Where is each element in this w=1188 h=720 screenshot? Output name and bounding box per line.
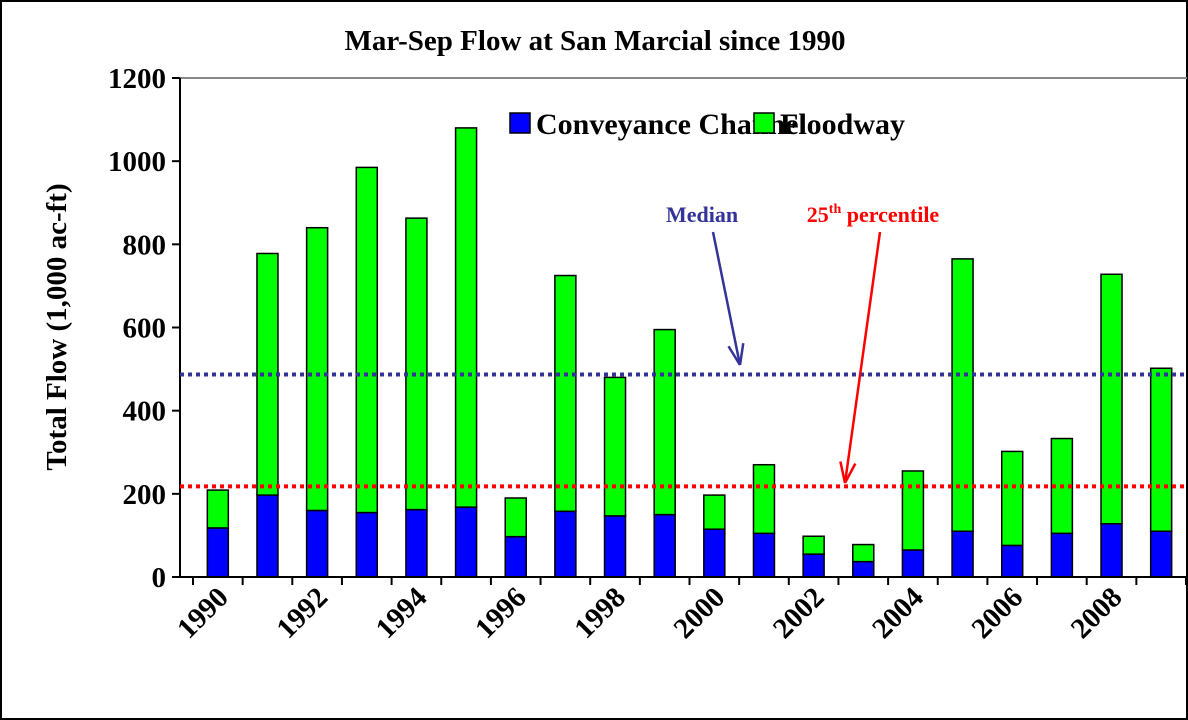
reference-label-sup: th [829,202,842,217]
bar-segment [603,515,627,578]
bar-segment [1100,523,1123,578]
y-axis-title: Total Flow (1,000 ac-ft) [41,183,73,470]
arrow-head [738,343,745,366]
reference-label-text: Median [666,202,738,227]
bar-segment [603,376,627,517]
bar-segment [1149,367,1173,533]
bar-segment [1149,530,1173,578]
bar-segment [951,530,974,578]
reference-label: 25th percentile [807,202,940,227]
y-tick-label: 1200 [108,63,166,95]
bar-segment [752,463,776,535]
reference-label-text: 25 [807,202,829,227]
arrow-head [727,345,742,366]
legend-swatch [509,112,531,134]
y-tick-label: 600 [123,313,167,345]
bar-segment [901,470,925,551]
bar-segment [305,226,329,512]
bar-segment [206,489,230,529]
bar-segment [554,274,577,513]
y-tick-label: 1000 [108,146,166,178]
bar-segment [405,217,428,511]
bar-segment [802,553,825,578]
bar-segment [703,494,726,530]
bar-segment [305,509,329,578]
chart-title: Mar-Sep Flow at San Marcial since 1990 [344,25,845,57]
bar-segment [852,543,875,563]
bar-segment [901,549,925,578]
bar-segment [504,535,527,578]
bar-segment [951,258,974,533]
arrow-head [843,462,857,484]
bar-segment [1100,273,1123,525]
reference-label-rest: percentile [841,202,939,227]
arrow-head [839,461,847,484]
arrow-shaft [711,231,742,366]
bar-segment [752,532,776,578]
y-tick-label: 200 [123,479,167,511]
bar-segment [653,513,676,578]
bar-segment [1000,450,1024,547]
bar-segment [454,506,478,578]
bar-segment [256,494,279,578]
bar-segment [355,511,379,578]
bar-segment [554,510,577,578]
y-tick-label: 0 [152,562,167,594]
arrow-shaft [843,231,882,484]
bar-segment [802,535,825,555]
bar-segment [355,166,379,514]
bar-segment [454,127,478,508]
bar-segment [1000,544,1024,578]
legend-label: Floodway [780,108,905,141]
bar-segment [1050,532,1074,578]
bar-segment [206,527,230,578]
bar-segment [504,497,527,538]
bar-segment [703,528,726,578]
bar-segment [653,328,676,516]
y-tick-label: 800 [123,229,167,261]
bar-segment [405,508,428,578]
reference-label: Median [666,202,738,227]
y-tick-label: 400 [123,396,167,428]
legend-swatch [753,112,775,134]
bar-segment [852,560,875,578]
